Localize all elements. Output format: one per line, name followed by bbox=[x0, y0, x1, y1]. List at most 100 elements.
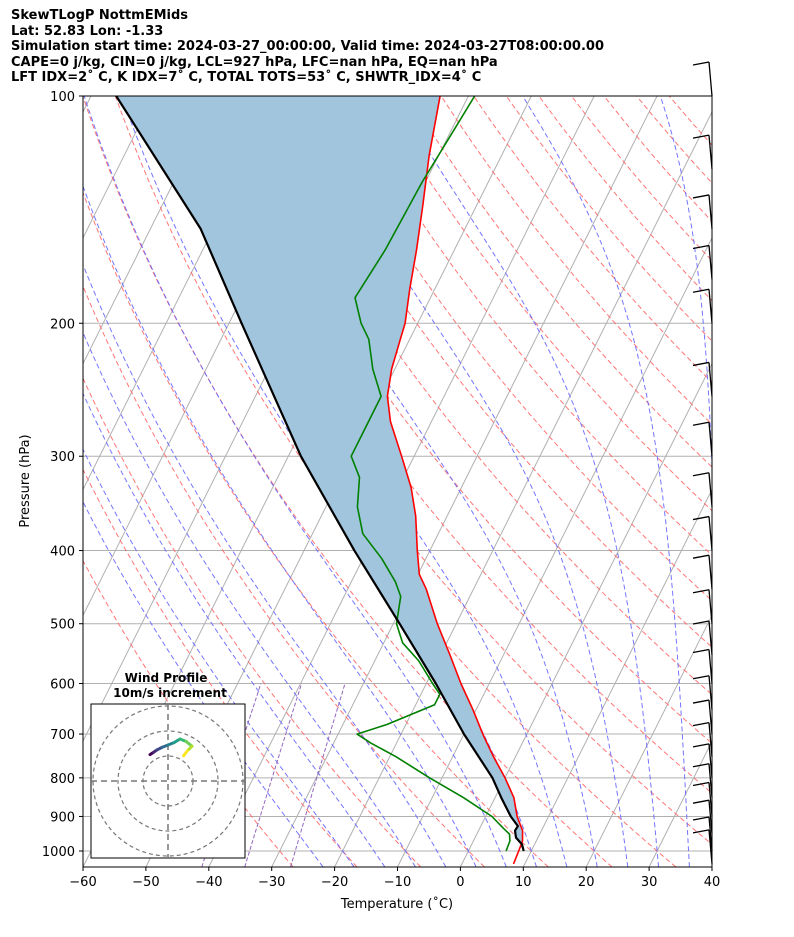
y-tick-label: 500 bbox=[50, 618, 75, 633]
y-tick-label: 400 bbox=[50, 545, 75, 560]
dry-adiabat-line bbox=[147, 96, 712, 846]
dry-adiabat-line bbox=[473, 96, 712, 384]
barb-flag bbox=[692, 288, 710, 293]
barb-flag bbox=[692, 361, 710, 367]
location-line: Lat: 52.83 Lon: -1.33 bbox=[11, 23, 164, 39]
isotherm-line bbox=[271, 96, 658, 867]
cape-line: CAPE=0 j/kg, CIN=0 j/kg, LCL=927 hPa, LF… bbox=[11, 54, 498, 70]
dry-adiabat-line bbox=[440, 96, 712, 426]
dry-adiabat-line bbox=[603, 96, 712, 223]
x-tick-label: 20 bbox=[578, 875, 595, 890]
barb-flag bbox=[692, 515, 710, 521]
cape-cin-shading bbox=[116, 96, 523, 848]
x-tick-label: −60 bbox=[69, 875, 96, 890]
dry-adiabat-line bbox=[212, 96, 712, 745]
isotherm-line bbox=[522, 488, 712, 867]
temperature-line bbox=[386, 96, 524, 865]
mixing-ratio-line bbox=[290, 683, 346, 867]
y-tick-label: 200 bbox=[50, 317, 75, 332]
station-title: SkewTLogP NottmEMids bbox=[11, 8, 189, 23]
wind-barb bbox=[692, 61, 713, 97]
isotherm-line bbox=[334, 110, 712, 867]
x-tick-label: 30 bbox=[641, 875, 658, 890]
moist-adiabat-line bbox=[83, 96, 507, 867]
isotherm-line bbox=[83, 96, 155, 239]
wind-barbs bbox=[692, 61, 713, 864]
moist-adiabat-line bbox=[659, 96, 712, 480]
wind-barb bbox=[692, 781, 713, 817]
hodograph-ring bbox=[117, 730, 219, 832]
wind-barb bbox=[692, 554, 713, 590]
moist-adiabat-line bbox=[83, 263, 447, 867]
moist-adiabat-line bbox=[83, 392, 386, 867]
dry-adiabat-line bbox=[408, 96, 712, 468]
dry-adiabat-line bbox=[310, 96, 712, 602]
y-tick-label: 300 bbox=[50, 450, 75, 465]
x-tick-label: −50 bbox=[132, 875, 159, 890]
y-axis-label: Pressure (hPa) bbox=[18, 434, 33, 527]
moist-adiabat-line bbox=[83, 500, 324, 867]
barb-flag bbox=[692, 799, 710, 804]
indices-line: LFT IDX=2˚ C, K IDX=7˚ C, TOTAL TOTS=53˚… bbox=[11, 70, 482, 86]
y-tick-label: 800 bbox=[50, 772, 75, 787]
x-tick-label: 10 bbox=[515, 875, 532, 890]
wind-barb bbox=[692, 589, 713, 624]
moist-adiabat-line bbox=[83, 184, 477, 867]
barb-flag bbox=[692, 421, 710, 426]
dry-adiabat-line bbox=[83, 284, 485, 867]
barb-flag bbox=[692, 472, 710, 477]
dewpoint-line bbox=[350, 96, 511, 852]
x-axis-label: Temperature (˚C) bbox=[340, 896, 453, 912]
isotherm-line bbox=[459, 362, 712, 867]
dry-adiabat-line bbox=[245, 96, 712, 696]
barb-flag bbox=[692, 675, 710, 680]
dry-adiabat-line bbox=[83, 377, 422, 867]
barb-flag bbox=[692, 781, 710, 787]
barb-flag bbox=[692, 763, 710, 768]
moist-adiabat-line bbox=[297, 96, 629, 867]
barb-flag bbox=[692, 816, 710, 821]
moist-adiabat-line bbox=[394, 96, 659, 867]
barb-flag bbox=[692, 244, 710, 250]
dry-adiabat-line bbox=[505, 96, 712, 342]
wind-barb bbox=[692, 421, 713, 457]
barb-flag bbox=[692, 743, 710, 748]
barb-flag bbox=[692, 620, 710, 625]
moist-adiabat-line bbox=[83, 331, 416, 867]
barb-flag bbox=[692, 648, 710, 654]
wind-barb bbox=[692, 472, 713, 507]
barb-flag bbox=[692, 699, 710, 704]
dry-adiabat-line bbox=[571, 96, 712, 262]
dry-adiabat-line bbox=[636, 96, 712, 184]
x-tick-label: −30 bbox=[258, 875, 285, 890]
mixing-ratio-line bbox=[244, 683, 303, 867]
y-tick-label: 700 bbox=[50, 728, 75, 743]
barb-flag bbox=[692, 194, 710, 199]
x-tick-label: 40 bbox=[704, 875, 721, 890]
inset-subtitle: 10m/s increment bbox=[113, 686, 227, 700]
y-tick-label: 100 bbox=[50, 90, 75, 105]
x-tick-label: −40 bbox=[195, 875, 222, 890]
chart-header: SkewTLogP NottmEMids Lat: 52.83 Lon: -1.… bbox=[11, 8, 604, 86]
isotherm-line bbox=[648, 740, 712, 867]
axis-ticks: −60 −50 −40 −30 −20 −10 0 10 20 30 40 100 200 300 400 5… bbox=[42, 90, 720, 890]
moist-adiabat-line bbox=[223, 96, 598, 867]
wind-barb bbox=[692, 134, 713, 170]
barb-flag bbox=[692, 61, 710, 66]
cape-area bbox=[116, 96, 523, 848]
isotherm-line bbox=[83, 96, 218, 365]
y-tick-label: 900 bbox=[50, 810, 75, 825]
dry-adiabat-line bbox=[668, 96, 712, 146]
x-tick-label: −20 bbox=[321, 875, 348, 890]
dry-adiabat-line bbox=[83, 468, 358, 867]
wind-barb bbox=[692, 829, 713, 864]
barb-flag bbox=[692, 722, 710, 727]
wind-profile-inset: Wind Profile 10m/s increment bbox=[90, 671, 246, 859]
inset-title: Wind Profile bbox=[125, 671, 208, 685]
wind-barb bbox=[692, 763, 713, 798]
isotherm-line bbox=[83, 96, 92, 114]
dry-adiabat-line bbox=[277, 96, 712, 648]
isotherm-line bbox=[585, 614, 712, 867]
dry-adiabat-line bbox=[375, 96, 712, 512]
